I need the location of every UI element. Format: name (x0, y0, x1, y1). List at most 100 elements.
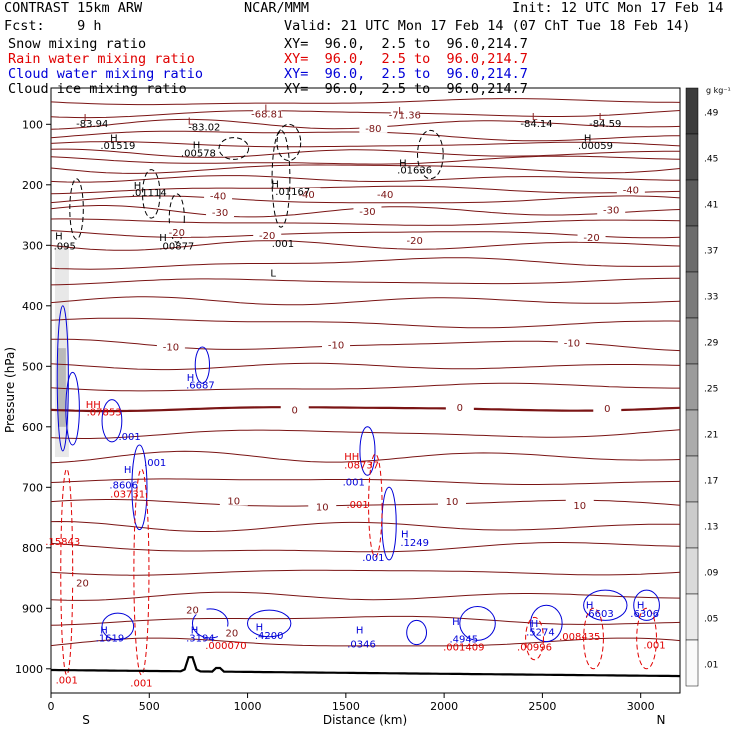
extremum-label: .001 (643, 641, 665, 652)
extremum-label: L (532, 112, 538, 123)
isotherm-label: 10 (227, 497, 240, 508)
isotherm-label-bg (593, 402, 622, 414)
snow-shading (54, 245, 69, 458)
field-xy-cloud-ice: XY= 96.0, 2.5 to 96.0,214.7 (284, 81, 528, 97)
isotherm-line (50, 155, 681, 165)
isotherm-label-bg (178, 603, 207, 615)
isotherm-label: -10 (328, 341, 344, 352)
y-tick-label: 300 (22, 239, 43, 252)
extremum-label: .001 (272, 239, 294, 250)
x-tick-label: 500 (139, 700, 160, 713)
isotherm-line (50, 175, 681, 183)
terrain-surface (51, 656, 681, 678)
rain-water-contour (636, 607, 657, 670)
cloud-water-contour (65, 371, 80, 446)
extremum-label: .8606 (109, 480, 138, 491)
extremum-label: .01167 (275, 187, 310, 198)
isotherm-label-bg (253, 229, 282, 241)
extremum-label: .15843 (45, 537, 80, 548)
field-xy-rain: XY= 96.0, 2.5 to 96.0,214.7 (284, 51, 528, 67)
snow-ice-contour (69, 178, 84, 240)
isotherm-label: -20 (169, 228, 185, 239)
extremum-label: H (399, 158, 407, 169)
isotherm-label: -20 (583, 233, 599, 244)
extremum-label: .07853 (87, 408, 122, 419)
isotherm-line (50, 317, 681, 329)
extremum-label: H (271, 180, 279, 191)
isotherm-line (50, 338, 681, 352)
isotherm-label-bg (206, 206, 235, 218)
colorbar-label: .21 (704, 431, 718, 441)
isotherm-label: -40 (210, 192, 226, 203)
colorbar-label: .25 (704, 385, 718, 395)
field-xy-snow: XY= 96.0, 2.5 to 96.0,214.7 (284, 36, 528, 52)
extremum-label: -84.14 (520, 119, 552, 130)
extremum-label: .0346 (347, 639, 376, 650)
extremum-label: H (159, 233, 167, 244)
cloud-water-contour (359, 426, 376, 476)
snow-ice-contour (271, 129, 291, 228)
isotherm-line (50, 429, 681, 439)
cloud-water-contour (381, 486, 397, 561)
extremum-label: H (193, 140, 201, 151)
y-tick-label: 500 (22, 360, 43, 373)
isotherm-label-bg (219, 494, 248, 506)
isotherm-line (50, 164, 681, 174)
extremum-label: .6306 (630, 609, 659, 620)
cloud-water-contour (246, 609, 292, 638)
contour-labels: -68.81 -71.36-80-40 -40 -40-40-30 -30 -30-20-… (45, 103, 665, 689)
colorbar-swatch (685, 317, 699, 365)
isotherm-label: 10 (573, 501, 586, 512)
snow-ice-contour (417, 129, 444, 180)
extremum-label: -83.94 (76, 119, 108, 130)
extremum-label: H (134, 181, 142, 192)
extremum-label: L (84, 113, 90, 124)
colorbar-swatch (685, 133, 699, 181)
y-tick-label: 600 (22, 421, 43, 434)
extremum-label: .001 (130, 679, 152, 690)
colorbar-label: .33 (704, 293, 718, 303)
extremum-label: .095 (54, 241, 76, 252)
hydrometeor-contours (56, 123, 660, 676)
forecast-hour: Fcst: 9 h (4, 18, 102, 34)
isotherm-line (50, 110, 681, 119)
snow-ice-contour (142, 169, 161, 219)
isotherm-line (50, 148, 680, 158)
isotherm-line (50, 118, 681, 130)
organization: NCAR/MMM (244, 0, 310, 16)
colorbar-label: .09 (704, 569, 719, 579)
colorbar-swatch (685, 409, 699, 457)
extremum-label: .08737 (344, 460, 379, 471)
field-xy-cloud-water: XY= 96.0, 2.5 to 96.0,214.7 (284, 66, 528, 82)
isotherm-label: -71.36 (389, 111, 421, 122)
endpoint-south: S (82, 713, 90, 727)
y-axis-label: Pressure (hPa) (3, 347, 17, 433)
colorbar-swatch (685, 547, 699, 595)
colorbar-swatch (685, 271, 699, 319)
extremum-label: .001 (56, 676, 78, 687)
isotherm-label: -10 (163, 342, 179, 353)
isotherm-label-bg (253, 107, 282, 119)
extremum-label: H (110, 134, 118, 145)
cloud-water-contour (101, 612, 135, 641)
isotherm-label-bg (359, 121, 388, 133)
isotherm-label: -68.81 (251, 109, 283, 120)
extremum-label: .001 (118, 432, 140, 443)
isotherm-line (50, 205, 681, 218)
terrain-line (51, 656, 681, 678)
extremum-label: .03731 (110, 489, 145, 500)
isotherm-label: -40 (377, 190, 393, 201)
extremum-label: .1619 (96, 633, 125, 644)
extremum-label: H (401, 529, 409, 540)
plot-frame (50, 87, 681, 694)
colorbar-swatch (685, 87, 699, 135)
rain-water-contour (60, 468, 74, 676)
y-tick-label: 200 (22, 179, 43, 192)
isotherm-label-bg (162, 225, 191, 237)
y-tick-label: 400 (22, 300, 43, 313)
cloud-water-contour (194, 346, 210, 384)
rain-water-contour (583, 607, 604, 670)
isotherm-label-bg (616, 183, 645, 195)
isotherm-label: -30 (603, 206, 619, 217)
isotherm-label: -20 (259, 231, 275, 242)
